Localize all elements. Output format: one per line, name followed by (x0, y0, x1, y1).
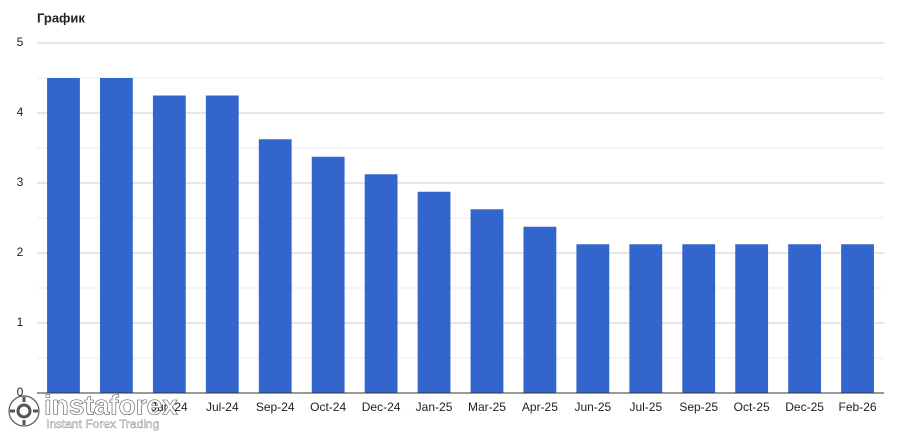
bar (841, 244, 874, 393)
x-tick-label: Jul-25 (629, 400, 662, 414)
bar (682, 244, 716, 393)
bar (152, 95, 186, 393)
bar (576, 244, 610, 393)
bar (205, 95, 239, 393)
x-tick-label: Mar-25 (468, 400, 506, 414)
watermark-tagline: Instant Forex Trading (46, 417, 159, 431)
y-tick-label: 2 (17, 245, 24, 259)
bar (364, 174, 398, 393)
y-tick-label: 0 (17, 385, 24, 399)
x-tick-label: Apr-25 (522, 400, 558, 414)
bar (99, 78, 133, 393)
x-tick-label: Oct-25 (734, 400, 770, 414)
x-tick-label: Jul-24 (206, 400, 239, 414)
bar (311, 156, 345, 393)
x-tick-label: Jun-25 (574, 400, 611, 414)
bar (47, 78, 80, 393)
x-tick-label: Sep-24 (256, 400, 295, 414)
bar (417, 191, 451, 393)
x-tick-label: Feb-26 (839, 400, 877, 414)
y-tick-label: 4 (17, 105, 24, 119)
bar (629, 244, 663, 393)
bar (788, 244, 822, 393)
bar (735, 244, 769, 393)
y-tick-label: 5 (17, 35, 24, 49)
y-tick-label: 3 (17, 175, 24, 189)
watermark-logo (8, 395, 40, 427)
x-tick-label: Dec-24 (362, 400, 401, 414)
bar (523, 226, 557, 393)
x-tick-label: Oct-24 (310, 400, 346, 414)
y-tick-label: 1 (17, 315, 24, 329)
x-tick-label: Dec-25 (785, 400, 824, 414)
x-tick-label: Jun-24 (151, 400, 188, 414)
x-tick-label: Jan-25 (416, 400, 453, 414)
bar (470, 209, 504, 393)
watermark-name: instaforex (44, 389, 178, 420)
x-tick-label: Sep-25 (679, 400, 718, 414)
watermark: instaforex Instant Forex Trading (8, 389, 179, 431)
bar (258, 139, 292, 393)
chart-title: График (37, 10, 85, 25)
